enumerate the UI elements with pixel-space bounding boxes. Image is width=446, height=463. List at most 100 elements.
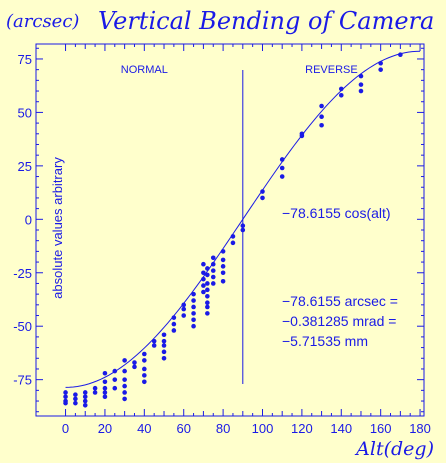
data-point — [122, 368, 127, 374]
y-tick-label: -50 — [13, 319, 32, 334]
data-point — [191, 323, 196, 329]
region-label-reverse: REVERSE — [305, 64, 358, 76]
data-point — [201, 276, 206, 282]
x-tick-label: 60 — [176, 421, 190, 436]
data-point — [191, 317, 196, 323]
fit-curve — [65, 50, 421, 388]
x-axis-ticks: 0 20 40 60 80 100 120 140 160 180 — [62, 44, 431, 436]
data-point — [151, 338, 157, 344]
data-point — [220, 257, 226, 263]
data-point — [73, 396, 78, 402]
region-label-normal: NORMAL — [121, 64, 168, 76]
data-point — [63, 400, 68, 406]
data-point — [132, 360, 137, 365]
data-point — [230, 240, 236, 246]
data-point — [210, 281, 216, 286]
x-axis-label: Alt(deg) — [354, 438, 434, 460]
data-point — [240, 223, 246, 229]
data-point — [191, 311, 196, 316]
data-point — [358, 73, 364, 79]
data-point — [122, 383, 127, 389]
x-tick-label: 120 — [291, 421, 313, 436]
data-point — [73, 392, 78, 397]
data-point — [161, 338, 167, 344]
data-point — [181, 313, 187, 318]
data-point — [161, 355, 167, 361]
data-point — [92, 390, 98, 395]
data-point — [398, 52, 403, 57]
data-point — [210, 255, 216, 261]
x-tick-label: 0 — [62, 421, 69, 436]
data-point — [102, 394, 108, 400]
data-point — [142, 379, 147, 385]
y-tick-label: 75 — [18, 52, 32, 67]
y-tick-label: -75 — [13, 373, 32, 388]
data-point — [102, 390, 108, 395]
data-point — [82, 403, 88, 408]
fit-conversion-arcsec: −78.6155 arcsec = — [282, 293, 398, 309]
data-point — [122, 390, 127, 395]
data-point — [299, 131, 305, 137]
x-tick-label: 160 — [370, 421, 392, 436]
data-point — [122, 358, 127, 363]
data-point — [181, 306, 187, 312]
fit-equation-label: −78.6155 cos(alt) — [282, 205, 391, 221]
data-point — [142, 351, 147, 357]
data-point — [205, 281, 210, 286]
data-point — [205, 266, 210, 271]
chart-title: Vertical Bending of Camera — [98, 7, 434, 35]
data-point — [220, 279, 226, 284]
data-points — [63, 52, 403, 408]
data-point — [191, 304, 196, 310]
x-tick-label: 180 — [409, 421, 431, 436]
data-point — [112, 368, 118, 374]
data-point — [260, 195, 265, 201]
data-point — [63, 394, 68, 400]
data-point — [260, 189, 265, 194]
x-tick-label: 100 — [252, 421, 274, 436]
data-point — [102, 370, 108, 376]
y-tick-label: 50 — [18, 105, 32, 120]
data-point — [142, 366, 147, 372]
data-point — [181, 302, 187, 308]
data-point — [161, 332, 167, 338]
x-tick-label: 20 — [98, 421, 112, 436]
data-point — [378, 67, 383, 72]
x-tick-label: 40 — [137, 421, 151, 436]
data-point — [82, 390, 88, 395]
data-point — [102, 385, 108, 391]
data-point — [122, 396, 127, 402]
data-point — [102, 379, 108, 385]
data-point — [338, 93, 344, 98]
data-point — [240, 227, 246, 233]
data-point — [210, 274, 216, 280]
data-point — [378, 60, 383, 66]
data-point — [358, 82, 364, 87]
y-tick-label: 25 — [18, 159, 32, 174]
data-point — [279, 157, 285, 162]
data-point — [210, 268, 216, 273]
data-point — [82, 398, 88, 404]
data-point — [201, 283, 206, 288]
data-point — [210, 261, 216, 267]
data-point — [220, 249, 226, 254]
data-point — [358, 88, 364, 94]
data-point — [171, 321, 177, 327]
data-point — [205, 287, 210, 293]
data-point — [220, 264, 226, 269]
data-point — [171, 315, 177, 320]
data-point — [161, 343, 167, 348]
data-point — [205, 272, 210, 278]
fit-conversion-mm: −5.71535 mm — [282, 333, 368, 349]
y-axis-ticks: 75 50 25 0 -25 -50 -75 — [13, 47, 424, 413]
data-point — [151, 343, 157, 348]
data-point — [338, 86, 344, 92]
unit-label: (arcsec) — [6, 11, 79, 32]
data-point — [205, 300, 210, 305]
data-point — [122, 377, 127, 382]
data-point — [112, 385, 118, 391]
data-point — [132, 364, 137, 370]
y-tick-label: 0 — [25, 212, 32, 227]
data-point — [319, 122, 324, 128]
